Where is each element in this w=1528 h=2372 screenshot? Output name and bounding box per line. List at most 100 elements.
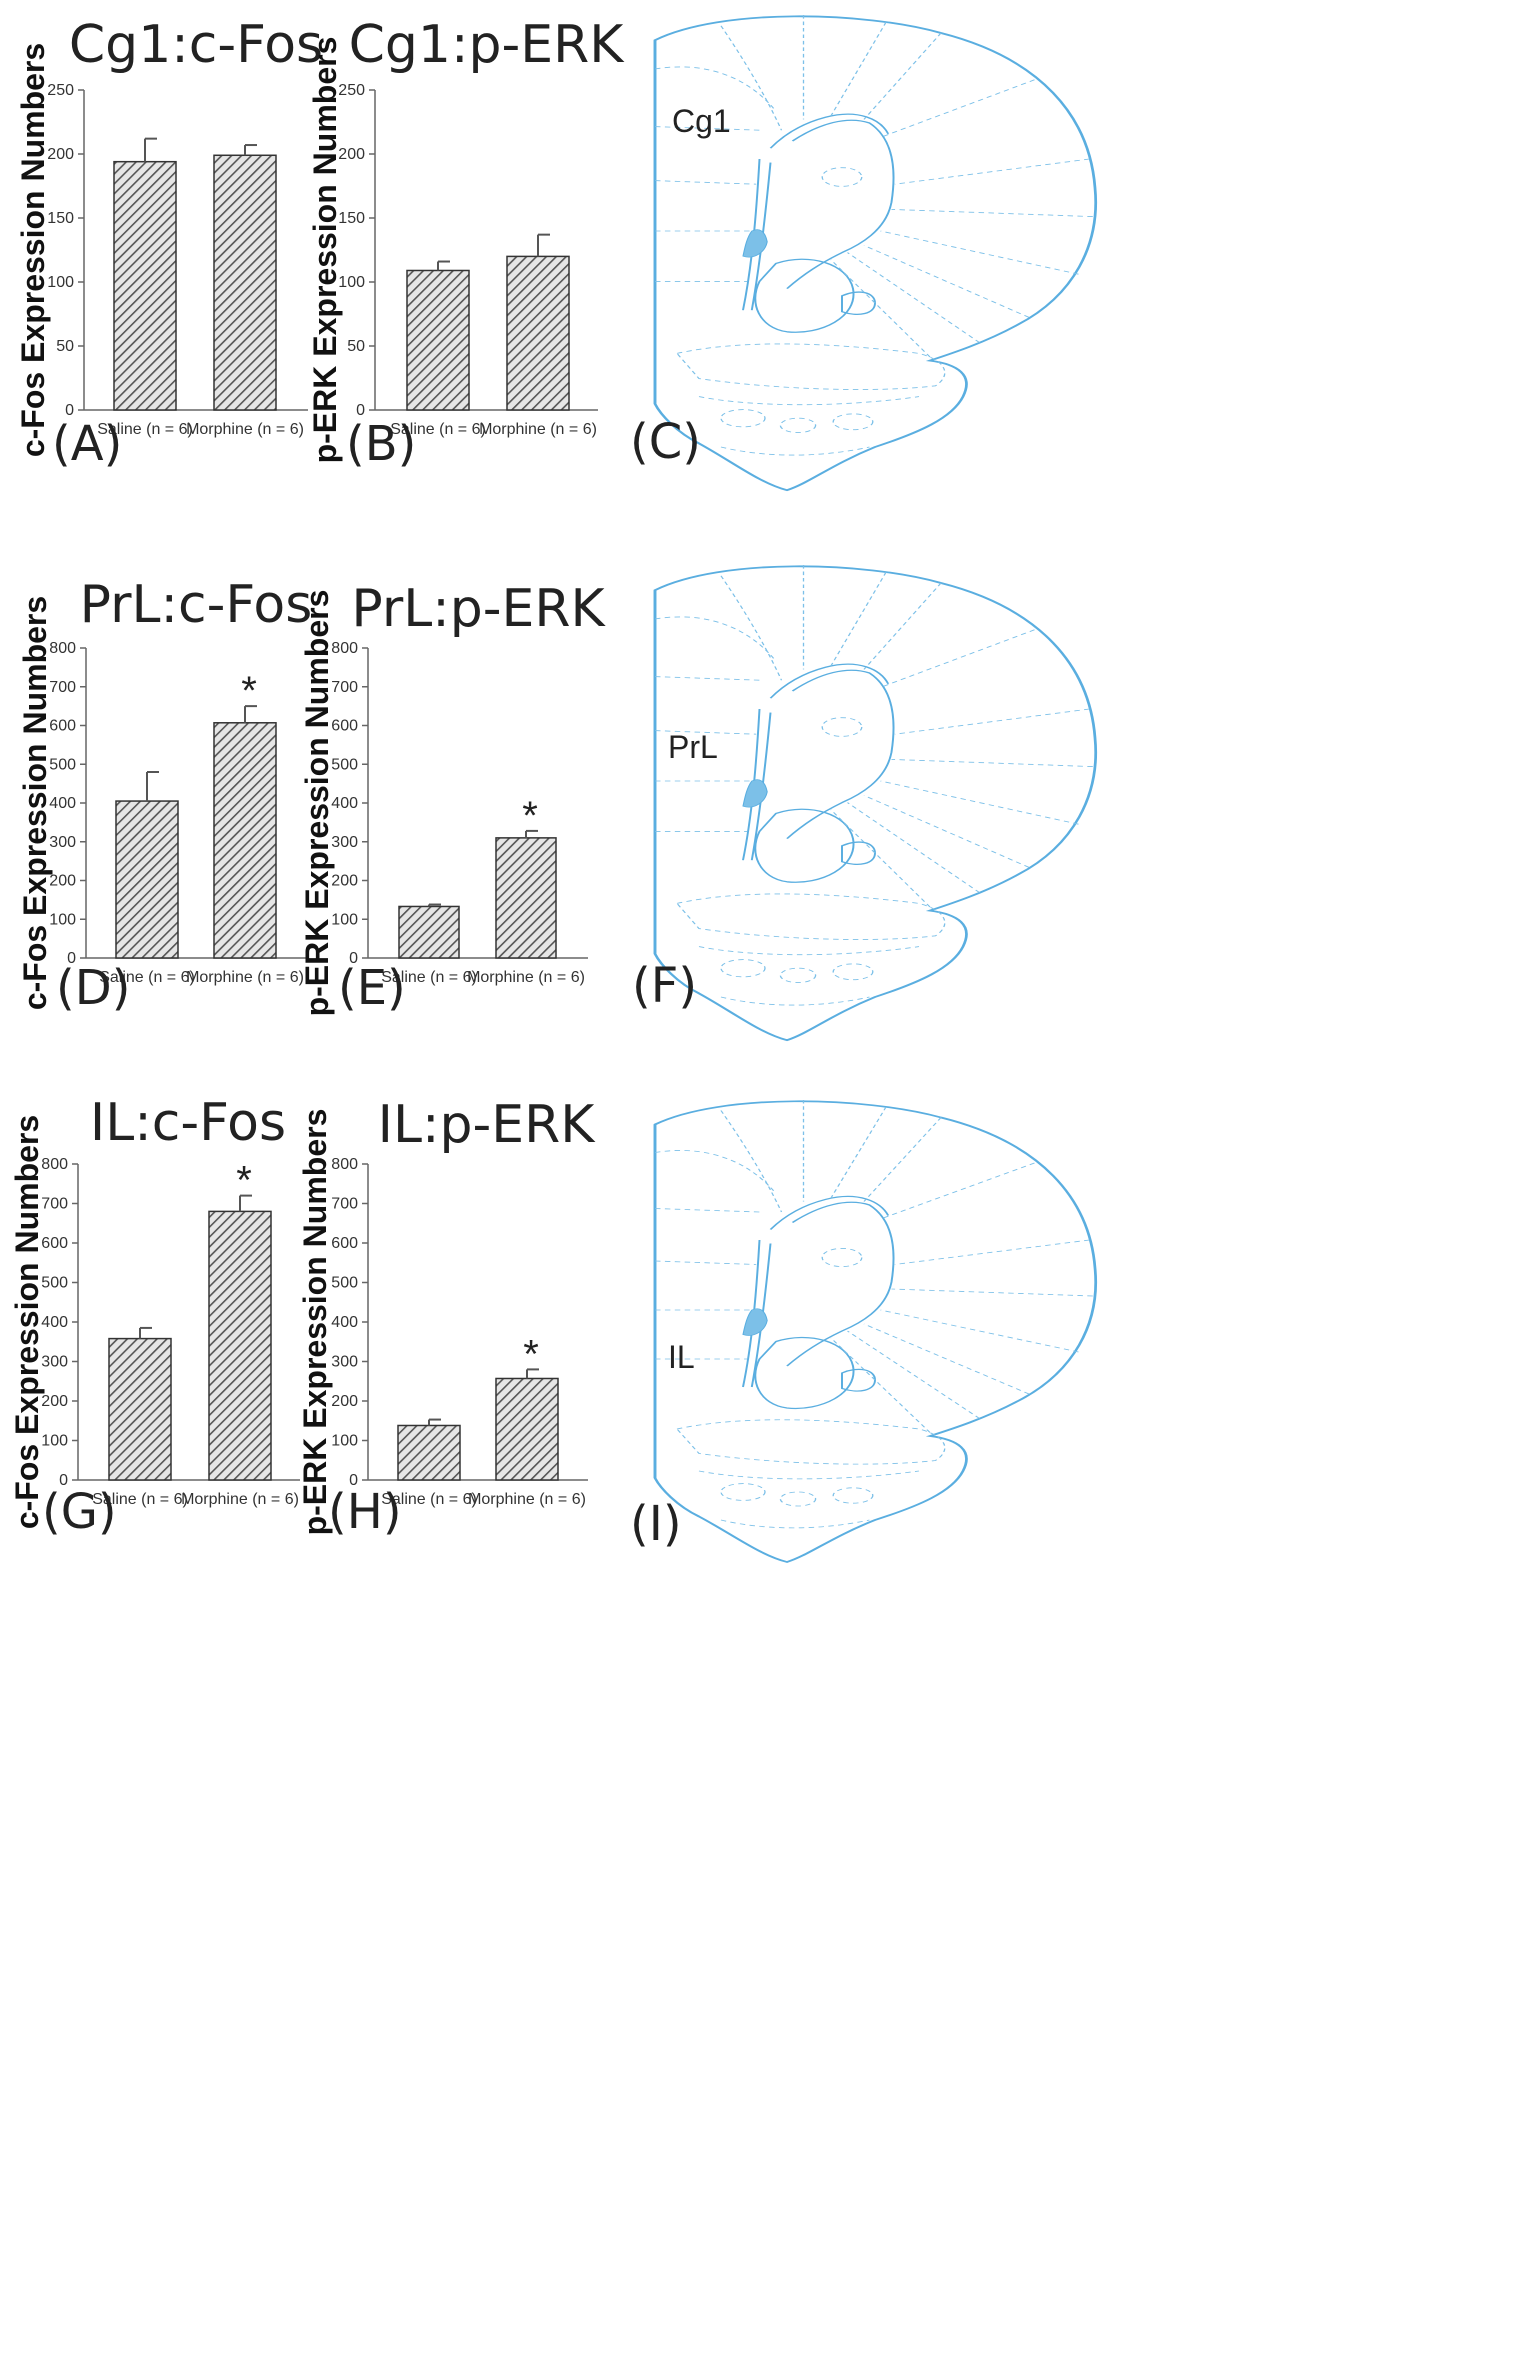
y-axis-label: p-ERK Expression Numbers	[299, 590, 335, 1017]
y-tick-label: 700	[331, 1196, 358, 1213]
significance-marker: *	[236, 1159, 252, 1203]
panel-label-h: (H)	[328, 1484, 402, 1540]
y-tick-label: 600	[331, 1235, 358, 1252]
y-axis-label: c-Fos Expression Numbers	[15, 43, 51, 457]
bar	[208, 1210, 272, 1481]
y-tick-label: 300	[49, 834, 76, 851]
chart-title: Cg1:p-ERK	[349, 15, 626, 75]
y-tick-label: 500	[49, 756, 76, 773]
y-tick-label: 400	[331, 795, 358, 812]
charts: Cg1:c-Fos c-Fos Expression Numbers 0 50 100 1…	[9, 15, 625, 1535]
y-tick-label: 200	[41, 1393, 68, 1410]
chart-title: IL:c-Fos	[90, 1093, 286, 1153]
brain-diagram-prl	[653, 563, 1098, 1042]
x-category-label: Morphine (n = 6)	[181, 1491, 299, 1508]
brain-diagram-il	[653, 1098, 1098, 1564]
brain-region-label-il: IL	[668, 1339, 695, 1375]
panel-label-f: (F)	[632, 958, 697, 1014]
y-tick-label: 200	[49, 873, 76, 890]
y-tick-label: 300	[41, 1354, 68, 1371]
chart-title: Cg1:c-Fos	[69, 15, 323, 75]
panel-label-a: (A)	[52, 416, 122, 472]
brain-region-label-cg1: Cg1	[672, 103, 731, 139]
panel-label-b: (B)	[346, 416, 416, 472]
y-tick-label: 800	[49, 640, 76, 657]
x-category-label: Saline (n = 6)	[390, 421, 486, 438]
x-category-label: Saline (n = 6)	[381, 969, 477, 986]
y-tick-label: 250	[47, 82, 74, 99]
bar	[213, 154, 277, 411]
x-category-label: Saline (n = 6)	[99, 969, 195, 986]
y-tick-label: 100	[331, 911, 358, 928]
y-tick-label: 400	[331, 1314, 358, 1331]
y-tick-label: 500	[331, 1275, 358, 1292]
significance-marker: *	[522, 794, 538, 838]
brain-region-label-prl: PrL	[668, 729, 718, 765]
y-tick-label: 100	[338, 274, 365, 291]
y-tick-label: 50	[56, 338, 74, 355]
y-tick-label: 300	[331, 834, 358, 851]
chart-2: PrL:c-Fos c-Fos Expression Numbers 0 100 200…	[17, 575, 312, 1010]
y-tick-label: 400	[49, 795, 76, 812]
chart-title: IL:p-ERK	[378, 1095, 597, 1155]
x-category-label: Morphine (n = 6)	[186, 969, 304, 986]
y-tick-label: 100	[47, 274, 74, 291]
y-tick-label: 150	[47, 210, 74, 227]
x-category-label: Saline (n = 6)	[92, 1491, 188, 1508]
y-tick-label: 700	[41, 1196, 68, 1213]
bar	[397, 1424, 461, 1481]
y-tick-label: 50	[347, 338, 365, 355]
significance-marker: *	[241, 669, 257, 713]
chart-5: IL:p-ERK p-ERK Expression Numbers 0 100 200 3…	[297, 1095, 596, 1535]
bar	[495, 837, 557, 959]
y-tick-label: 800	[331, 640, 358, 657]
chart-title: PrL:p-ERK	[351, 579, 606, 639]
bar	[506, 255, 570, 411]
y-tick-label: 700	[49, 679, 76, 696]
bar	[406, 269, 470, 411]
y-tick-label: 800	[41, 1156, 68, 1173]
bar	[108, 1337, 172, 1481]
y-axis-label: c-Fos Expression Numbers	[17, 596, 53, 1010]
panel-label-i: (I)	[630, 1496, 682, 1552]
y-tick-label: 200	[338, 146, 365, 163]
x-category-label: Saline (n = 6)	[381, 1491, 477, 1508]
y-axis-label: p-ERK Expression Numbers	[307, 37, 343, 464]
y-axis-label: p-ERK Expression Numbers	[297, 1109, 333, 1536]
y-tick-label: 800	[331, 1156, 358, 1173]
bar	[495, 1377, 559, 1481]
x-category-label: Morphine (n = 6)	[186, 421, 304, 438]
bar	[398, 905, 460, 959]
y-tick-label: 0	[349, 950, 358, 967]
y-tick-label: 0	[356, 402, 365, 419]
x-category-label: Morphine (n = 6)	[468, 1491, 586, 1508]
panel-label-d: (D)	[56, 960, 130, 1016]
y-tick-label: 150	[338, 210, 365, 227]
y-tick-label: 400	[41, 1314, 68, 1331]
panel-label-c: (C)	[630, 414, 701, 470]
y-tick-label: 200	[47, 146, 74, 163]
y-tick-label: 700	[331, 679, 358, 696]
y-tick-label: 100	[49, 911, 76, 928]
panel-label-g: (G)	[42, 1484, 117, 1540]
y-tick-label: 300	[331, 1354, 358, 1371]
y-tick-label: 100	[41, 1433, 68, 1450]
panel-label-e: (E)	[338, 960, 406, 1016]
y-tick-label: 500	[331, 756, 358, 773]
y-tick-label: 600	[41, 1235, 68, 1252]
y-tick-label: 200	[331, 1393, 358, 1410]
chart-4: IL:c-Fos c-Fos Expression Numbers 0 100 200 3…	[9, 1093, 300, 1529]
x-category-label: Morphine (n = 6)	[479, 421, 597, 438]
brain-diagram-cg1	[653, 13, 1098, 492]
significance-marker: *	[523, 1332, 539, 1376]
chart-title: PrL:c-Fos	[80, 575, 313, 635]
chart-3: PrL:p-ERK p-ERK Expression Numbers 0 100 200…	[299, 579, 606, 1016]
y-tick-label: 500	[41, 1275, 68, 1292]
x-category-label: Saline (n = 6)	[97, 421, 193, 438]
y-tick-label: 200	[331, 873, 358, 890]
y-tick-label: 0	[65, 402, 74, 419]
y-tick-label: 250	[338, 82, 365, 99]
bar	[113, 160, 177, 411]
